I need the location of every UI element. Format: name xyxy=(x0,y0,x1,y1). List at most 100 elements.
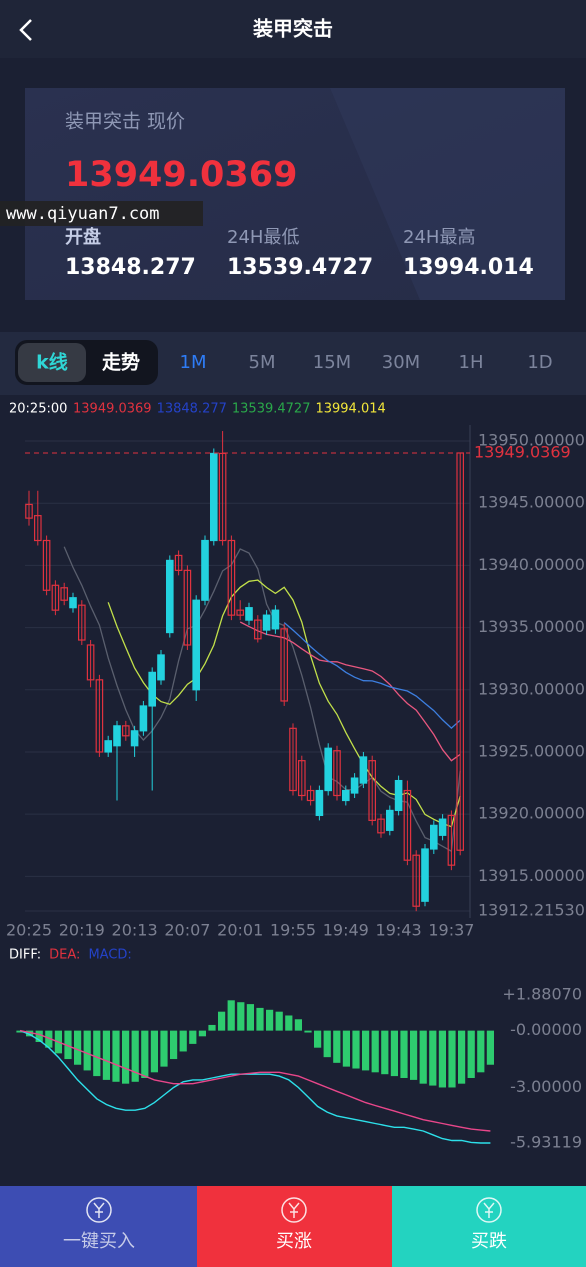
ma-line xyxy=(283,622,461,729)
watermark-box xyxy=(0,201,203,226)
macd-bar xyxy=(131,1030,139,1082)
open-label: 开盘 xyxy=(65,226,101,248)
macd-bar xyxy=(93,1030,101,1077)
ma-line xyxy=(63,546,461,853)
candle-body xyxy=(421,848,429,902)
legend-value: 13539.4727 xyxy=(232,402,311,417)
candle-body xyxy=(377,818,385,834)
macd-bar xyxy=(150,1030,158,1073)
high-value: 13994.014 xyxy=(403,255,534,280)
candle-body xyxy=(210,452,218,542)
candle-body xyxy=(139,705,148,732)
candle-body xyxy=(350,777,359,794)
macd-bar xyxy=(467,1030,475,1078)
macd-bar xyxy=(237,1002,245,1031)
buy-up-button[interactable] xyxy=(197,1186,392,1267)
candle-body xyxy=(113,725,121,747)
ma-line xyxy=(239,621,461,762)
button-icons xyxy=(86,1197,502,1223)
macd-bar xyxy=(362,1030,370,1071)
candle-body xyxy=(192,599,201,691)
candle-body xyxy=(218,452,227,542)
x-tick-label: 20:07 xyxy=(164,921,210,940)
candle-body xyxy=(104,740,113,753)
current-price: 13949.0369 xyxy=(65,155,297,195)
low-value: 13539.4727 xyxy=(227,255,373,280)
macd-bar xyxy=(246,1004,254,1031)
x-tick-label: 19:37 xyxy=(428,921,474,940)
interval-tab[interactable]: 30M xyxy=(382,352,420,373)
macd-bar xyxy=(390,1030,398,1077)
legend-value: 13848.277 xyxy=(157,402,227,417)
candle-body xyxy=(25,503,33,519)
header-bar xyxy=(0,0,586,58)
macd-bar xyxy=(342,1030,350,1067)
macd-bar xyxy=(64,1030,72,1060)
macd-bar xyxy=(256,1007,264,1031)
macd-bar xyxy=(16,1030,24,1033)
back-button[interactable] xyxy=(19,19,32,41)
quote-label: 装甲突击 现价 xyxy=(65,111,185,133)
buy-down-button[interactable] xyxy=(392,1186,586,1267)
macd-bar xyxy=(189,1030,197,1044)
macd-bar xyxy=(26,1030,34,1037)
y-tick-label: 13920.00000 xyxy=(478,804,585,823)
macd-bar xyxy=(141,1030,149,1078)
interval-tab[interactable]: 15M xyxy=(313,352,351,373)
kline-tab-label: k线 xyxy=(36,351,68,374)
y-tick-label: +1.88070 xyxy=(502,985,582,1004)
macd-bar xyxy=(198,1030,206,1037)
x-tick-label: 20:01 xyxy=(217,921,263,940)
macd-bar xyxy=(400,1030,408,1078)
macd-bar xyxy=(352,1030,360,1069)
candle-body xyxy=(95,679,104,753)
buy-button[interactable] xyxy=(0,1186,197,1267)
macd-legend: DIFF: xyxy=(9,948,41,963)
candle-body xyxy=(386,809,394,831)
candle-body xyxy=(271,609,280,630)
y-tick-label: 13930.00000 xyxy=(478,679,585,698)
y-tick-label: 13950.00000 xyxy=(478,431,585,450)
candle-body xyxy=(174,554,183,571)
candle-body xyxy=(77,604,86,641)
macd-bar xyxy=(285,1015,293,1031)
interval-tab[interactable]: 1H xyxy=(459,352,484,373)
macd-bar xyxy=(304,1030,312,1033)
buy-up-label: 买涨 xyxy=(276,1231,312,1252)
macd-bar xyxy=(458,1030,466,1084)
trend-tab[interactable]: 走势 xyxy=(102,351,140,374)
macd-bar xyxy=(448,1030,456,1088)
macd-bar xyxy=(477,1030,485,1073)
last-price-label: 13949.0369 xyxy=(474,442,571,461)
y-tick-label: 13925.00000 xyxy=(478,741,585,760)
macd-bar xyxy=(218,1011,226,1031)
macd-bar xyxy=(35,1030,43,1042)
candle-body xyxy=(245,607,253,621)
macd-bar xyxy=(74,1030,82,1065)
page-title: 装甲突击 xyxy=(252,17,333,41)
candle-body xyxy=(183,569,192,646)
interval-tab[interactable]: 1D xyxy=(527,352,552,373)
y-tick-label: -0.00000 xyxy=(510,1020,582,1039)
macd-bar xyxy=(227,1000,235,1031)
y-tick-label: 13935.00000 xyxy=(478,617,585,636)
candle-body xyxy=(86,644,95,681)
candle-body xyxy=(324,747,333,792)
interval-tab[interactable]: 1M xyxy=(180,352,207,373)
candle-body xyxy=(430,824,438,850)
interval-tab[interactable]: 5M xyxy=(249,352,276,373)
x-tick-label: 20:13 xyxy=(112,921,158,940)
macd-legend: DEA: xyxy=(49,948,80,963)
dea-line xyxy=(19,1029,491,1132)
legend-value: 13994.014 xyxy=(315,402,385,417)
y-tick-label: -3.00000 xyxy=(510,1077,582,1096)
macd-bar xyxy=(83,1030,91,1071)
y-tick-label: 13915.00000 xyxy=(478,866,585,885)
candle-body xyxy=(254,619,262,640)
high-label: 24H最高 xyxy=(403,227,475,248)
kline-tab[interactable] xyxy=(18,343,86,382)
macd-bar xyxy=(112,1030,120,1082)
low-label: 24H最低 xyxy=(227,227,299,248)
macd-bar xyxy=(438,1030,446,1088)
candle-body xyxy=(130,730,139,747)
